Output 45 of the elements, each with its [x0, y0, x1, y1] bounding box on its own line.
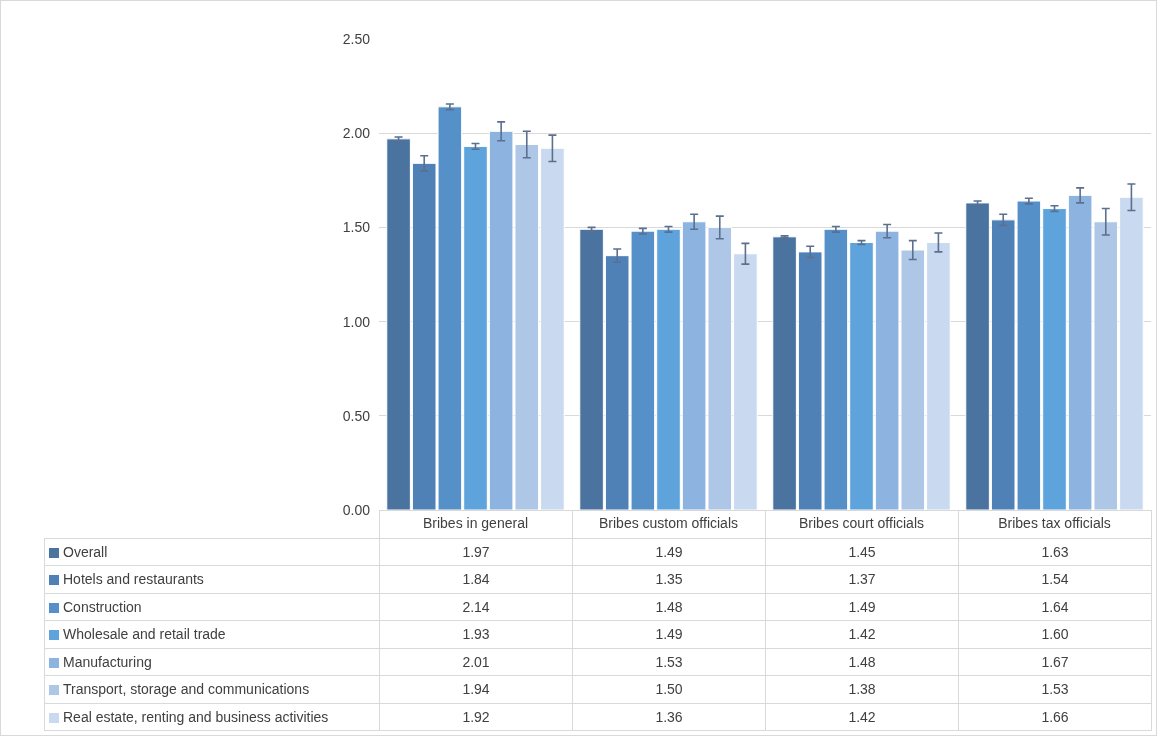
data-label: 1.60: [958, 620, 1152, 648]
data-label: 1.93: [379, 620, 573, 648]
legend-label: Transport, storage and communications: [44, 675, 380, 703]
legend-label: Hotels and restaurants: [44, 565, 380, 593]
data-label: 1.35: [572, 565, 766, 593]
data-label: 1.64: [958, 593, 1152, 621]
data-label: 1.84: [379, 565, 573, 593]
data-label: 1.67: [958, 648, 1152, 676]
data-label: 1.92: [379, 703, 573, 731]
x-tick-label: Bribes in general: [422, 514, 529, 531]
y-tick-label: 1.00: [342, 313, 371, 330]
y-tick-label: 2.50: [342, 30, 371, 47]
data-label: 1.48: [572, 593, 766, 621]
data-label: 1.63: [958, 538, 1152, 566]
data-label: 1.38: [765, 675, 959, 703]
x-tick-label: Bribes court officials: [798, 514, 925, 531]
data-label: 1.36: [572, 703, 766, 731]
data-label: 1.49: [572, 620, 766, 648]
legend-label: Wholesale and retail trade: [44, 620, 380, 648]
y-tick-label: 2.00: [342, 125, 371, 142]
y-tick-label: 0.50: [342, 407, 371, 424]
data-label: 2.14: [379, 593, 573, 621]
x-tick-label: Bribes custom officials: [598, 514, 739, 531]
data-label: 1.48: [765, 648, 959, 676]
data-label: 2.01: [379, 648, 573, 676]
data-label: 1.53: [958, 675, 1152, 703]
data-label: 1.53: [572, 648, 766, 676]
legend-label: Overall: [44, 538, 380, 566]
data-label: 1.54: [958, 565, 1152, 593]
data-label: 1.66: [958, 703, 1152, 731]
data-label: 1.42: [765, 703, 959, 731]
x-tick-label: Bribes tax officials: [998, 514, 1111, 531]
y-tick-label: 1.50: [342, 219, 371, 236]
data-label: 1.37: [765, 565, 959, 593]
data-label: 1.45: [765, 538, 959, 566]
legend-label: Manufacturing: [44, 648, 380, 676]
data-label: 1.42: [765, 620, 959, 648]
data-label: 1.49: [572, 538, 766, 566]
y-tick-label: 0.00: [342, 501, 371, 518]
legend-label: Real estate, renting and business activities: [44, 703, 380, 731]
legend-label: Construction: [44, 593, 380, 621]
data-label: 1.50: [572, 675, 766, 703]
data-label: 1.94: [379, 675, 573, 703]
data-label: 1.97: [379, 538, 573, 566]
data-label: 1.49: [765, 593, 959, 621]
